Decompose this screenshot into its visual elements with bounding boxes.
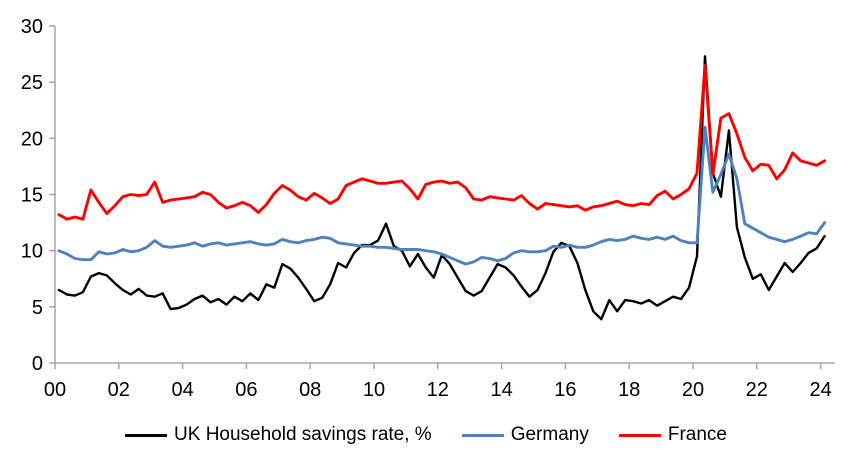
legend-item-uk-household-savings-rate: UK Household savings rate, %: [125, 424, 432, 446]
x-tick-label: 12: [427, 379, 449, 401]
savings-rate-line-chart: 0 5 10 15 20 25 30 00 02 04 06 08 10 12 14 16 18 20 22 24: [21, 16, 835, 401]
legend-label-france: France: [667, 424, 727, 445]
x-tick-label: 06: [235, 379, 257, 401]
y-tick-label: 5: [32, 297, 43, 319]
y-tick-label: 25: [21, 72, 43, 94]
x-tick-label: 00: [44, 379, 66, 401]
x-tick-label: 16: [554, 379, 576, 401]
legend-swatch-uk-household-savings-rate: [125, 433, 168, 437]
x-tick-label: 20: [682, 379, 704, 401]
chart-legend: UK Household savings rate, % Germany Franc…: [0, 424, 852, 446]
x-tick-label: 18: [618, 379, 640, 401]
y-tick-label: 30: [21, 16, 43, 38]
series-line-uk-household-savings-rate: [57, 55, 826, 321]
x-tick-label: 10: [363, 379, 385, 401]
legend-label-uk-household-savings-rate: UK Household savings rate, %: [174, 424, 432, 445]
x-tick-label: 24: [809, 379, 831, 401]
x-tick-label: 14: [490, 379, 512, 401]
legend-swatch-germany: [461, 433, 504, 437]
series-line-germany: [57, 125, 827, 266]
x-tick-label: 22: [746, 379, 768, 401]
legend-swatch-france: [618, 433, 661, 437]
x-tick-label: 08: [299, 379, 321, 401]
series-line-france: [57, 63, 827, 221]
y-tick-label: 10: [21, 241, 43, 263]
y-tick-label: 15: [21, 185, 43, 207]
y-tick-label: 0: [32, 353, 43, 375]
y-tick-label: 20: [21, 128, 43, 150]
legend-item-germany: Germany: [461, 424, 589, 446]
legend-label-germany: Germany: [510, 424, 589, 445]
legend-item-france: France: [618, 424, 727, 446]
x-tick-label: 02: [108, 379, 130, 401]
x-tick-label: 04: [171, 379, 193, 401]
